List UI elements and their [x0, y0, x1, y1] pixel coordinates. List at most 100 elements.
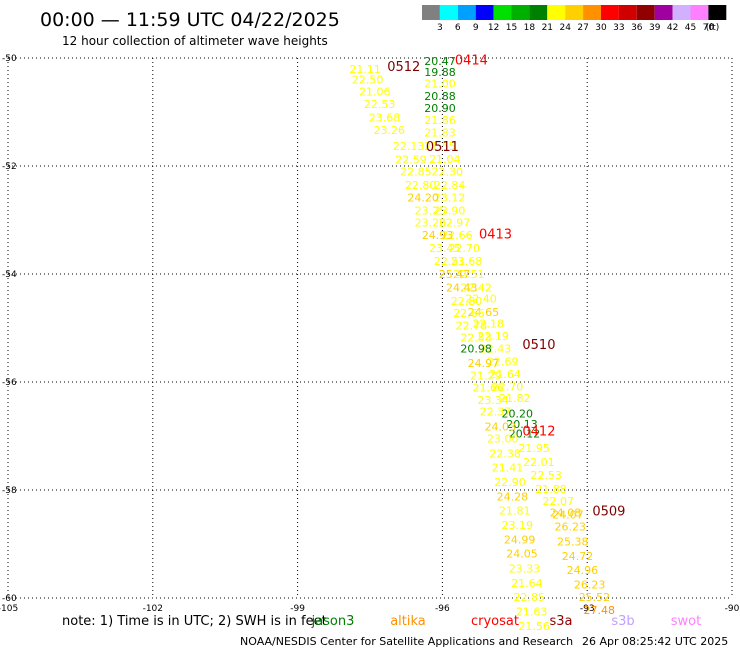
- wave-height-label: 23.68: [369, 111, 401, 124]
- wave-height-label: 21.11: [349, 63, 381, 76]
- wave-height-label: 24.05: [506, 548, 538, 561]
- wave-height-label: 22.43: [480, 343, 512, 356]
- pass-label: 0512: [387, 60, 420, 75]
- colorbar-swatch: [529, 5, 548, 20]
- wave-height-label: 24.43: [446, 282, 478, 295]
- grid-lines: [7, 57, 733, 599]
- wave-height-label: 22.78: [456, 319, 488, 332]
- wave-height-label: 23.26: [415, 217, 447, 230]
- wave-height-label: 22.70: [448, 242, 480, 255]
- x-tick-label: -96: [435, 604, 450, 614]
- pass-label: 0510: [522, 338, 555, 353]
- wave-height-label: 24.07: [552, 508, 584, 521]
- colorbar-unit: (ft): [706, 23, 720, 33]
- wave-height-label: 22.66: [441, 229, 473, 242]
- colorbar-label: 9: [473, 23, 479, 33]
- wave-height-label: 22.51: [453, 268, 485, 281]
- wave-height-label: 22.90: [494, 476, 526, 489]
- wave-height-label: 23.26: [374, 124, 406, 137]
- chart-subtitle: 12 hour collection of altimeter wave hei…: [62, 34, 328, 48]
- wave-height-label: 22.38: [489, 447, 521, 460]
- wave-height-label: 27.48: [584, 604, 616, 617]
- wave-height-label: 21.81: [499, 505, 531, 518]
- wave-height-label: 20.12: [509, 427, 541, 440]
- wave-height-label: 23.00: [487, 433, 519, 446]
- colorbar-label: 6: [455, 23, 461, 33]
- wave-height-label: 22.01: [523, 456, 555, 469]
- colorbar-label: 30: [595, 23, 607, 33]
- y-tick-label: -56: [2, 378, 17, 388]
- wave-height-label: 23.90: [434, 204, 466, 217]
- wave-height-label: 21.64: [511, 577, 543, 590]
- wave-height-label: 22.59: [395, 154, 427, 167]
- satellite-legend-item: altika: [390, 614, 426, 629]
- wave-height-label: 20.88: [424, 90, 456, 103]
- wave-height-label: 22.13: [393, 140, 425, 153]
- wave-height-label: 21.41: [492, 461, 524, 474]
- wave-height-label: 22.37: [480, 406, 512, 419]
- colorbar-label: 45: [685, 23, 696, 33]
- wave-height-label: 22.80: [451, 295, 483, 308]
- satellite-legend: jason3 altika cryosat s3a s3b swot: [311, 614, 702, 629]
- wave-height-label: 24.99: [504, 534, 536, 547]
- wave-height-label: 23.25: [415, 204, 447, 217]
- wave-height-label: 21.82: [499, 392, 531, 405]
- wave-height-label: 23.68: [451, 255, 483, 268]
- pass-label: 0511: [426, 140, 459, 155]
- axis-ticks: -105 -102 -99 -96 -93 -90 -50 -52 -54 -56 -58 -60: [0, 54, 740, 614]
- y-tick-label: -58: [2, 486, 17, 496]
- wave-height-label: 21.63: [516, 606, 548, 619]
- wave-height-label: 24.97: [468, 357, 500, 370]
- wave-height-label: 21.04: [429, 153, 461, 166]
- colorbar-swatch: [636, 5, 655, 20]
- chart-title: 00:00 — 11:59 UTC 04/22/2025: [40, 9, 340, 31]
- y-tick-label: -54: [2, 270, 17, 280]
- wave-height-label: 23.12: [434, 191, 466, 204]
- colorbar-legend: 3 6 9 12 15 18 21 24 27 30 33 36 39 42 45 70(ft): [422, 5, 727, 33]
- colorbar-label: 18: [524, 23, 536, 33]
- y-tick-label: -60: [2, 594, 17, 604]
- colorbar-swatch: [422, 5, 440, 20]
- x-tick-label: -102: [143, 604, 163, 614]
- wave-height-label: 21.55: [424, 140, 456, 153]
- wave-height-label: 24.65: [468, 306, 500, 319]
- colorbar-swatch: [493, 5, 512, 20]
- satellite-legend-item: s3a: [549, 614, 572, 629]
- wave-height-label: 21.29: [470, 370, 502, 383]
- wave-height-label: 21.66: [473, 381, 505, 394]
- colorbar-swatch: [547, 5, 566, 20]
- satellite-legend-item: cryosat: [471, 614, 519, 629]
- satellite-legend-item: s3b: [611, 614, 634, 629]
- wave-height-label: 22.84: [434, 179, 466, 192]
- pass-labels: 0414 0512 0511 0413 0510 0412 0509: [387, 54, 625, 520]
- wave-height-label: 22.66: [453, 307, 485, 320]
- wave-height-label: 23.33: [509, 562, 541, 575]
- wave-height-label: 22.50: [352, 74, 384, 87]
- x-tick-label: -90: [725, 604, 740, 614]
- colorbar-swatch: [439, 5, 458, 20]
- colorbar-swatch: [654, 5, 673, 20]
- wave-height-label: 23.19: [501, 519, 533, 532]
- wave-height-label: 22.40: [465, 292, 497, 305]
- wave-height-label: 24.08: [550, 507, 582, 520]
- colorbar-label: 33: [613, 23, 624, 33]
- wave-height-label: 26.23: [574, 579, 606, 592]
- wave-height-label: 22.53: [530, 469, 562, 482]
- wave-height-label: 22.70: [492, 380, 524, 393]
- pass-label: 0412: [522, 425, 555, 440]
- wave-height-label: 20.90: [424, 102, 456, 115]
- colorbar-label: 42: [667, 23, 678, 33]
- wave-height-label: 25.52: [579, 591, 611, 604]
- wave-height-label: 21.56: [518, 620, 550, 633]
- wave-height-label: 24.96: [567, 564, 599, 577]
- wave-height-label: 20.47: [424, 55, 456, 68]
- colorbar-swatch: [672, 5, 691, 20]
- wave-height-label: 20.20: [501, 407, 533, 420]
- pass-label: 0413: [479, 228, 512, 243]
- wave-height-label: 24.20: [407, 191, 439, 204]
- wave-height-label: 23.45: [429, 242, 461, 255]
- x-tick-label: -105: [0, 604, 18, 614]
- wave-height-label: 22.69: [487, 355, 519, 368]
- wave-height-points: 20.4719.8821.0020.8820.9021.8621.8321.55…: [349, 55, 615, 633]
